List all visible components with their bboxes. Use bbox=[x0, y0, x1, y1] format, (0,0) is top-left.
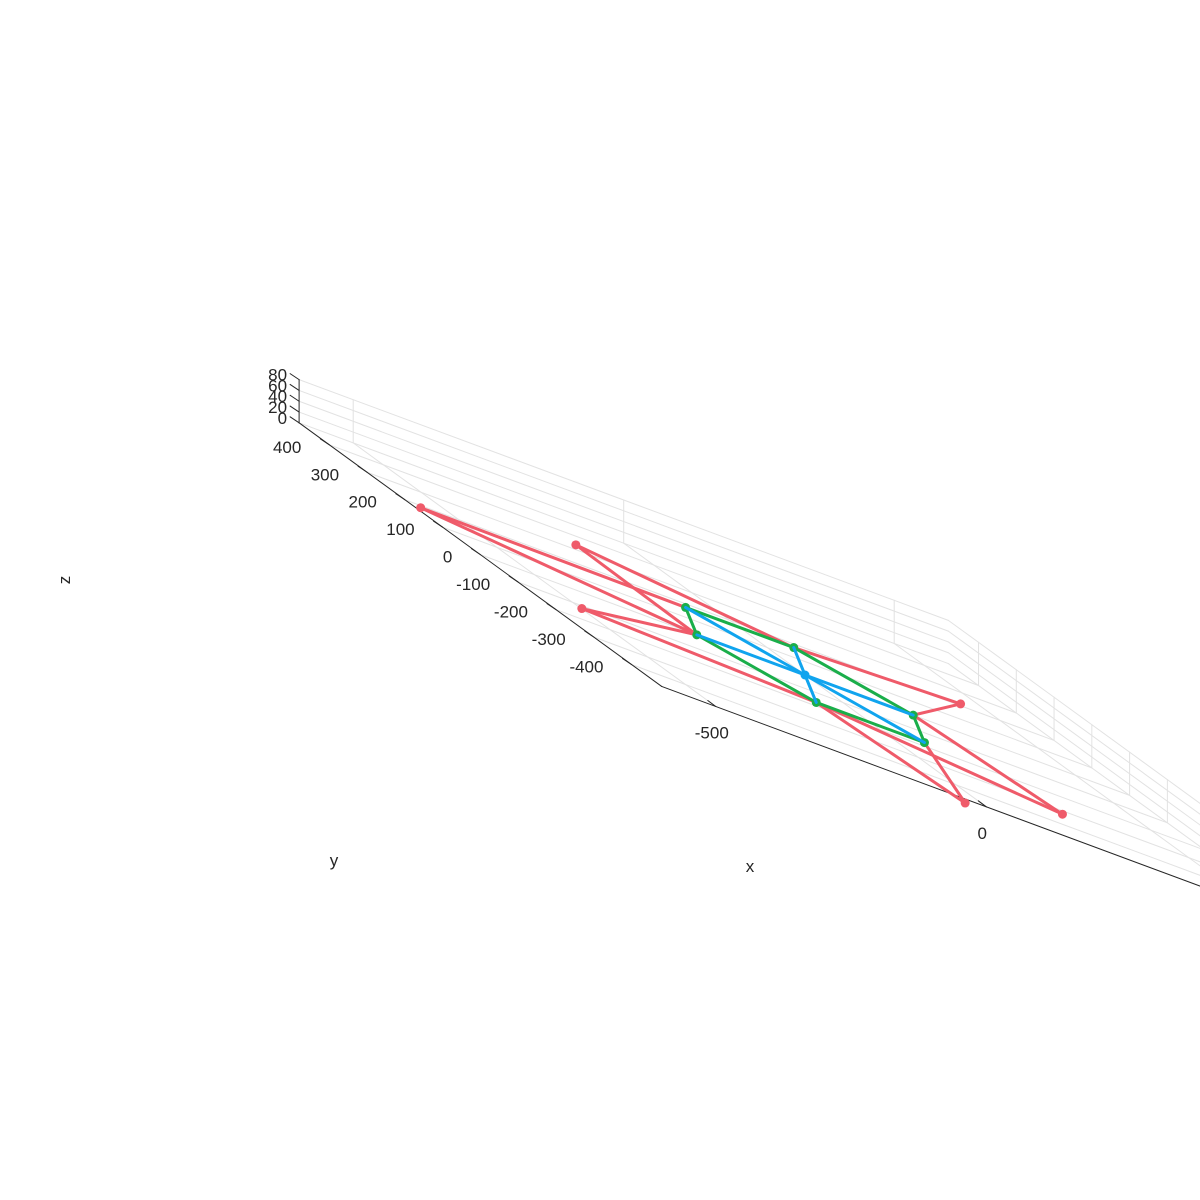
y-tick bbox=[546, 603, 557, 611]
series-line-segment bbox=[580, 607, 699, 637]
series-middle bbox=[681, 602, 929, 748]
series-inner bbox=[684, 605, 926, 745]
series-line-segment bbox=[803, 673, 915, 717]
y-tick bbox=[319, 438, 330, 446]
data-point bbox=[960, 798, 970, 808]
data-point bbox=[800, 670, 810, 680]
plot-area bbox=[416, 503, 1067, 819]
z-tick bbox=[289, 394, 300, 402]
y-tick bbox=[621, 657, 632, 665]
series-line-segment bbox=[419, 506, 699, 637]
series-line-segment bbox=[574, 543, 796, 650]
z-tick-label: 80 bbox=[268, 366, 287, 385]
z-tick-label: 60 bbox=[268, 376, 287, 395]
y-tick bbox=[433, 520, 444, 528]
y-tick-label: 200 bbox=[348, 493, 376, 512]
series-line-segment bbox=[814, 700, 926, 745]
grid-line-z-wall bbox=[947, 630, 1200, 815]
y-tick bbox=[584, 630, 595, 638]
z-tick bbox=[289, 383, 300, 391]
grid-line-y bbox=[593, 636, 1200, 863]
series-line-segment bbox=[922, 741, 967, 805]
grid-line-z-wall bbox=[947, 652, 1200, 837]
y-tick bbox=[357, 465, 368, 473]
series-line-segment bbox=[911, 713, 926, 745]
grid-line-z-wall bbox=[947, 663, 1200, 848]
series-line-segment bbox=[695, 633, 818, 704]
grid-line-z-wall bbox=[298, 422, 949, 665]
grid-line-z-wall bbox=[947, 619, 1200, 804]
grid-line-y bbox=[517, 581, 1168, 824]
series-line-segment bbox=[814, 700, 1064, 816]
series-line-segment bbox=[911, 702, 963, 717]
series-line-segment bbox=[803, 673, 926, 745]
series-line-segment bbox=[792, 646, 915, 717]
z-tick bbox=[289, 416, 300, 424]
y-tick bbox=[470, 548, 481, 556]
data-point bbox=[1057, 809, 1067, 819]
grid-line-y bbox=[555, 609, 1200, 849]
y-tick-label: 300 bbox=[311, 465, 339, 484]
series-line-segment bbox=[684, 605, 699, 637]
z-tick bbox=[289, 405, 300, 413]
data-point bbox=[416, 503, 426, 513]
grid-line-y bbox=[630, 663, 1200, 876]
axes bbox=[289, 373, 1200, 887]
grid-line-y bbox=[328, 444, 980, 687]
grid-line-x bbox=[893, 642, 1200, 867]
x-tick bbox=[707, 700, 717, 708]
y-tick-label: -400 bbox=[569, 657, 603, 676]
x-axis-label: x bbox=[746, 857, 755, 876]
series-line-segment bbox=[580, 607, 818, 704]
x-tick-label: -500 bbox=[695, 724, 729, 743]
y-tick-label: 0 bbox=[443, 548, 452, 567]
series-line-segment bbox=[684, 605, 807, 677]
labels: x y z -5000500-400-300-200-1000100200300… bbox=[55, 366, 987, 876]
grid-line-z-wall bbox=[298, 379, 949, 621]
y-tick-label: -300 bbox=[532, 630, 566, 649]
series-line-segment bbox=[792, 646, 807, 677]
series-line-segment bbox=[695, 633, 807, 677]
data-point bbox=[577, 604, 587, 614]
series-line-segment bbox=[419, 506, 688, 609]
data-point bbox=[571, 540, 581, 550]
series-line-segment bbox=[792, 646, 963, 706]
y-tick-label: 100 bbox=[386, 520, 414, 539]
y-tick bbox=[395, 493, 406, 501]
x-tick-label: 0 bbox=[978, 824, 987, 843]
series-outer bbox=[416, 503, 1067, 819]
series-line-segment bbox=[684, 605, 796, 650]
y-tick-label: 400 bbox=[273, 438, 301, 457]
z-tick bbox=[289, 373, 300, 381]
y-axis-label: y bbox=[330, 851, 339, 870]
series-line-segment bbox=[911, 713, 1064, 816]
data-point bbox=[956, 699, 966, 709]
x-tick bbox=[977, 800, 987, 808]
y-tick-label: -200 bbox=[494, 603, 528, 622]
grid-line-z-wall bbox=[298, 389, 949, 632]
series-line-segment bbox=[814, 700, 967, 805]
y-tick-label: -100 bbox=[456, 575, 490, 594]
z-axis-label: z bbox=[55, 576, 74, 585]
z-tick-label: 20 bbox=[268, 398, 287, 417]
grid-line-z-wall bbox=[298, 400, 949, 643]
grid-line-z-wall bbox=[298, 411, 949, 654]
series-line-segment bbox=[803, 673, 818, 704]
grid-line-z-wall bbox=[947, 641, 1200, 826]
z-tick-label: 0 bbox=[278, 409, 287, 428]
grid-line-y bbox=[366, 471, 1017, 714]
grid-lines bbox=[298, 379, 1200, 876]
z-tick-label: 40 bbox=[268, 387, 287, 406]
y-tick bbox=[508, 575, 519, 583]
